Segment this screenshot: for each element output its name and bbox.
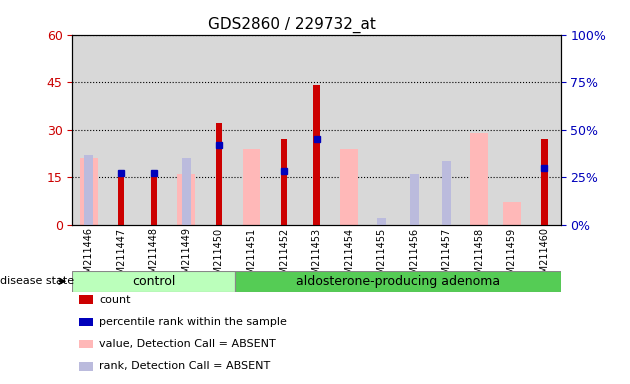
Bar	[503, 202, 521, 225]
Bar	[340, 149, 358, 225]
Bar	[471, 133, 488, 225]
Bar	[84, 155, 93, 225]
Bar	[442, 161, 451, 225]
Text: count: count	[99, 295, 130, 305]
Text: value, Detection Call = ABSENT: value, Detection Call = ABSENT	[99, 339, 276, 349]
Bar	[72, 271, 235, 292]
Text: GDS2860 / 229732_at: GDS2860 / 229732_at	[208, 17, 375, 33]
Text: percentile rank within the sample: percentile rank within the sample	[99, 317, 287, 327]
Text: disease state: disease state	[0, 276, 74, 286]
Bar	[314, 85, 319, 225]
Text: rank, Detection Call = ABSENT: rank, Detection Call = ABSENT	[99, 361, 270, 371]
Bar	[541, 139, 547, 225]
Bar	[281, 139, 287, 225]
Bar	[118, 177, 124, 225]
Bar	[178, 174, 195, 225]
Text: control: control	[132, 275, 176, 288]
Bar	[80, 158, 98, 225]
Bar	[410, 174, 419, 225]
Bar	[216, 123, 222, 225]
Bar	[243, 149, 260, 225]
Bar	[182, 158, 191, 225]
Text: aldosterone-producing adenoma: aldosterone-producing adenoma	[296, 275, 500, 288]
Bar	[151, 174, 157, 225]
Bar	[235, 271, 561, 292]
Bar	[377, 218, 386, 225]
